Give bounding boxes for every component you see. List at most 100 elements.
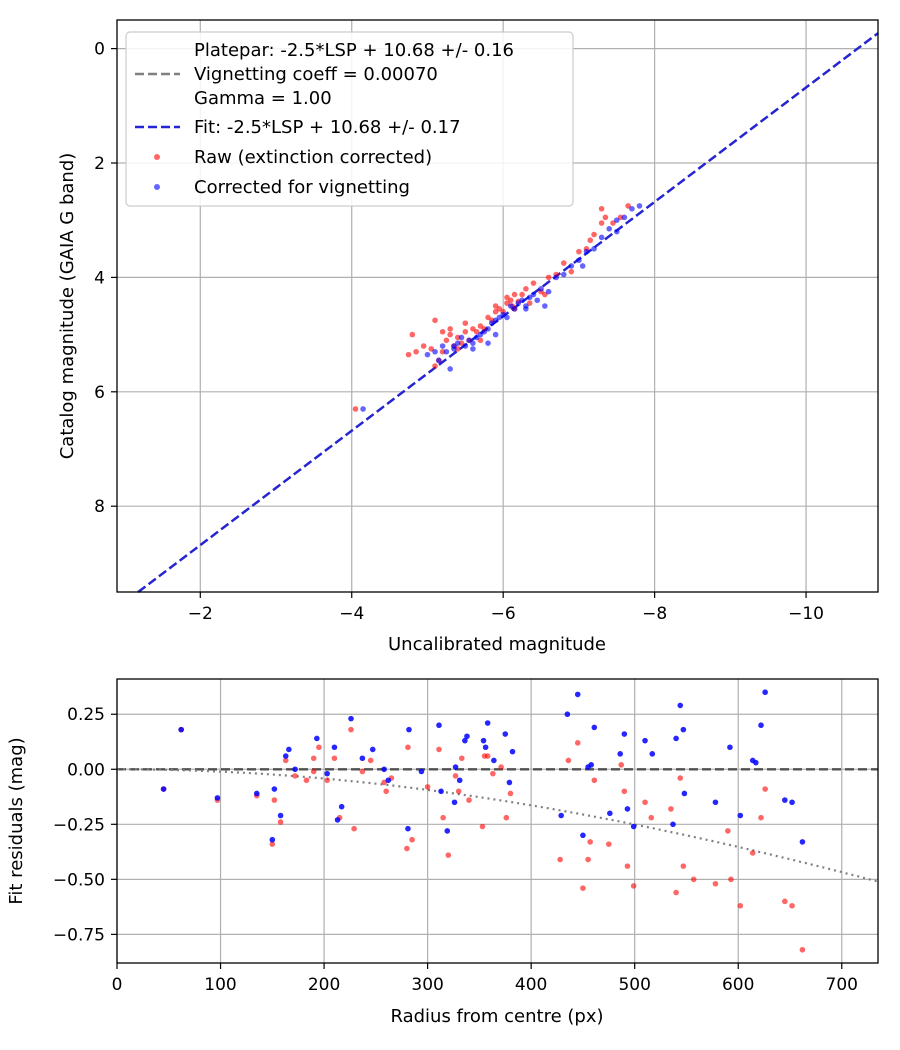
- raw-residual-point: [436, 746, 442, 753]
- raw-residual-point: [458, 755, 465, 762]
- raw-residual-point: [668, 806, 674, 812]
- corrected-residual-point: [607, 810, 613, 817]
- residuals-y-axis-label: Fit residuals (mag): [6, 737, 27, 904]
- corrected-residual-point: [677, 702, 684, 709]
- corrected-point: [492, 331, 499, 338]
- raw-residual-point: [348, 726, 354, 733]
- raw-point: [568, 268, 575, 275]
- calibration-x-ticks: −2 −4 −6 −8 −10: [188, 592, 824, 624]
- raw-residual-point: [630, 883, 637, 889]
- raw-residual-point: [648, 814, 655, 821]
- corrected-residual-point: [789, 799, 795, 806]
- raw-residual-point: [479, 823, 486, 830]
- corrected-residual-point: [624, 806, 631, 812]
- corrected-point: [576, 257, 582, 264]
- corrected-residual-point: [338, 803, 345, 810]
- raw-residual-point: [642, 799, 648, 806]
- raw-residual-point: [424, 784, 431, 790]
- residuals-x-ticks: 0 100 200 300 400 500 600 700: [112, 963, 858, 995]
- corrected-point: [534, 297, 541, 304]
- residuals-y-tick-label: −0.25: [53, 815, 105, 835]
- corrected-point: [360, 406, 366, 412]
- calibration-x-tick-label: −2: [188, 604, 213, 624]
- raw-residual-point: [271, 797, 278, 803]
- corrected-residual-point: [253, 790, 260, 797]
- corrected-point: [538, 286, 544, 292]
- corrected-point: [458, 334, 465, 341]
- raw-residual-point: [737, 902, 744, 909]
- corrected-residual-point: [681, 790, 688, 797]
- corrected-residual-point: [649, 751, 656, 757]
- calibration-x-axis-label: Uncalibrated magnitude: [388, 634, 606, 655]
- raw-residual-point: [324, 777, 330, 784]
- raw-residual-point: [303, 777, 310, 784]
- raw-residual-point: [621, 788, 628, 795]
- legend-box: [125, 31, 574, 207]
- corrected-point: [511, 306, 518, 312]
- corrected-point: [470, 340, 476, 346]
- residuals-axes-frame: [116, 678, 879, 964]
- raw-residual-point: [498, 764, 504, 770]
- raw-point: [511, 291, 518, 298]
- raw-point: [432, 317, 438, 324]
- legend-platepar-label-line1: Platepar: -2.5*LSP + 10.68 +/- 0.16: [194, 40, 514, 61]
- corrected-residual-point: [712, 799, 719, 806]
- raw-residual-point: [587, 839, 593, 845]
- residuals-plot: 0 100 200 300 400 500 600 700 0.25 0.00 −0.25 −0.5…: [6, 678, 879, 1027]
- raw-residual-point: [503, 814, 510, 821]
- raw-residual-point: [359, 768, 366, 775]
- corrected-point: [451, 343, 457, 349]
- raw-residual-point: [351, 825, 357, 832]
- corrected-residual-point: [574, 691, 581, 698]
- calibration-y-tick-label: 0: [94, 40, 105, 60]
- raw-point: [462, 320, 469, 326]
- raw-residual-point: [507, 790, 514, 797]
- corrected-residual-point: [214, 795, 221, 801]
- corrected-residual-point: [753, 759, 759, 766]
- raw-point: [576, 248, 582, 255]
- residuals-y-ticks: 0.25 0.00 −0.25 −0.50 −0.75: [53, 705, 117, 945]
- raw-residual-point: [409, 836, 415, 843]
- raw-residual-point: [484, 753, 491, 759]
- corrected-point: [598, 234, 605, 241]
- residuals-y-tick-label: −0.75: [53, 925, 105, 945]
- raw-point: [352, 406, 359, 412]
- calibration-y-tick-label: 8: [94, 497, 105, 517]
- raw-residual-point: [749, 850, 756, 856]
- corrected-point: [485, 326, 491, 332]
- corrected-point: [439, 343, 446, 349]
- residuals-x-tick-label: 400: [515, 975, 547, 995]
- corrected-residual-point: [178, 726, 184, 733]
- raw-point: [447, 331, 453, 338]
- raw-point: [507, 297, 514, 304]
- raw-residual-point: [383, 788, 389, 795]
- corrected-residual-point: [758, 722, 764, 729]
- raw-residual-point: [292, 773, 298, 779]
- raw-point: [409, 331, 416, 338]
- raw-residual-point: [282, 757, 289, 764]
- corrected-residual-point: [452, 764, 459, 770]
- corrected-residual-point: [436, 722, 442, 729]
- raw-point: [405, 351, 412, 358]
- calibration-y-tick-label: 6: [94, 383, 105, 403]
- corrected-residual-point: [621, 731, 628, 737]
- raw-point: [560, 260, 567, 266]
- corrected-point: [606, 225, 612, 232]
- vignetting-curve: [117, 768, 879, 883]
- raw-residual-point: [591, 777, 598, 784]
- corrected-point: [542, 303, 548, 309]
- corrected-residual-point: [491, 757, 497, 764]
- raw-residual-point: [762, 786, 768, 792]
- raw-residual-point: [606, 841, 612, 847]
- corrected-residual-point: [482, 744, 489, 751]
- corrected-point: [519, 297, 525, 304]
- corrected-residual-point: [506, 779, 513, 786]
- calibration-y-ticks: 0 2 4 6 8: [94, 40, 117, 517]
- raw-residual-point: [310, 755, 317, 762]
- fit-line: [137, 32, 879, 593]
- corrected-residual-point: [484, 720, 491, 726]
- raw-residual-point: [728, 876, 734, 883]
- calibration-x-tick-label: −8: [642, 604, 667, 624]
- raw-residual-point: [690, 876, 697, 883]
- corrected-residual-point: [737, 812, 744, 819]
